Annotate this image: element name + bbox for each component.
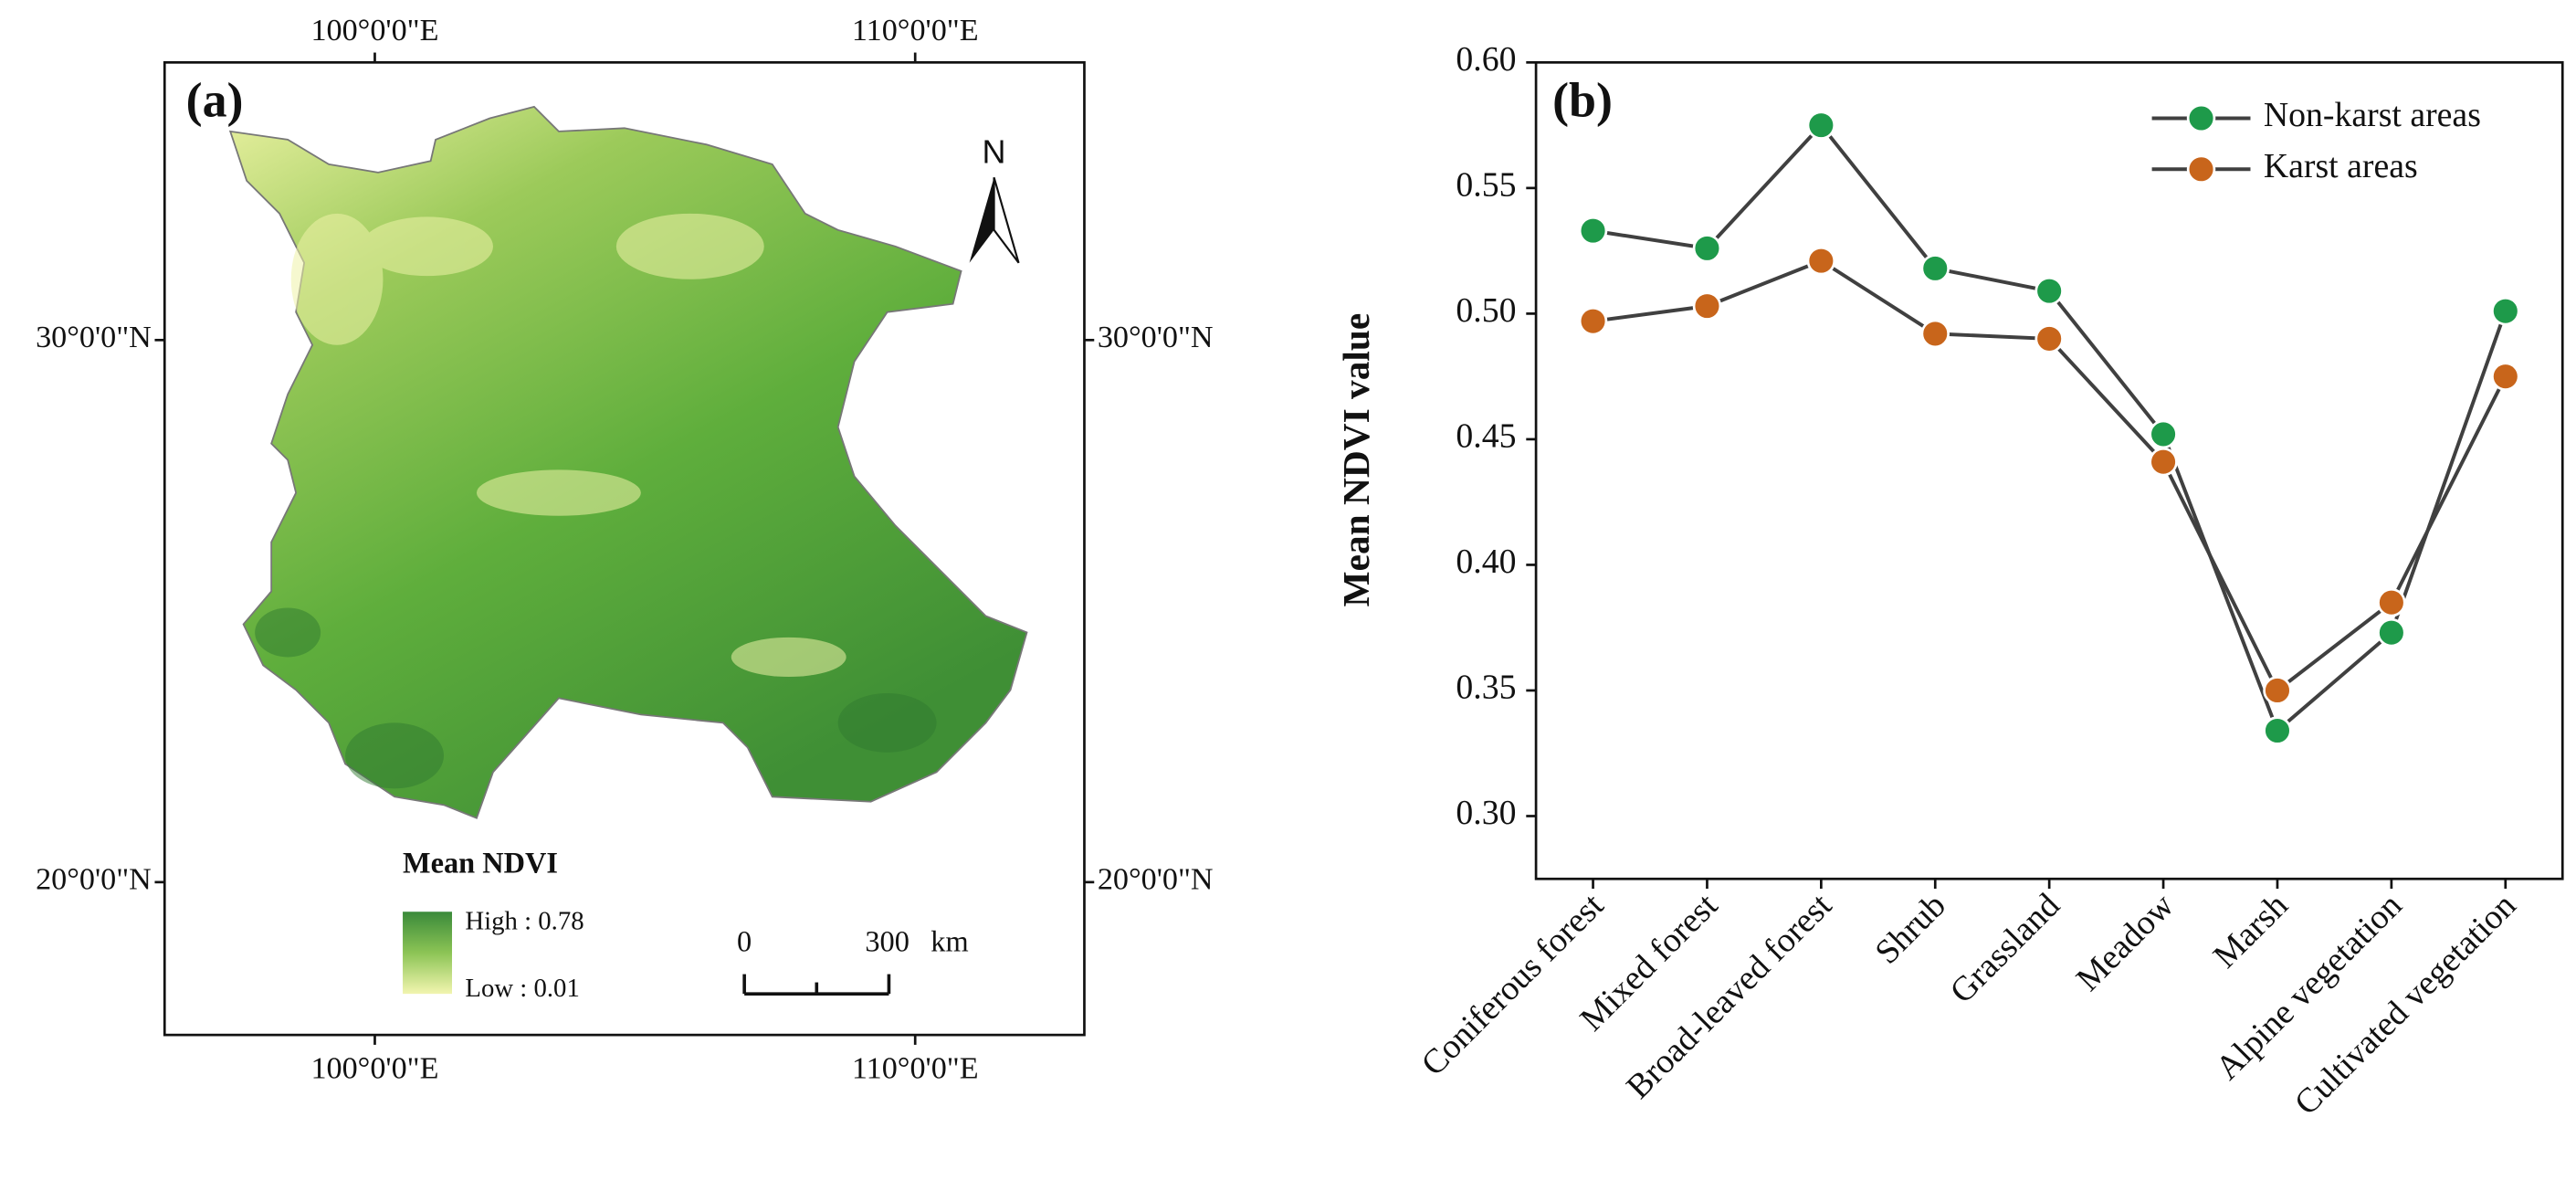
y-tick-label: 0.30: [1456, 794, 1516, 832]
y-axis-label: Mean NDVI value: [1335, 313, 1377, 607]
series-line: [1593, 122, 2508, 734]
lon-label: 110°0'0"E: [852, 14, 979, 47]
lon-label: 110°0'0"E: [852, 1052, 979, 1086]
data-point: [2263, 676, 2292, 705]
x-tick-label: Cultivated vegetation: [2287, 886, 2524, 1122]
x-tick-label: Shrub: [1867, 886, 1953, 972]
data-point: [1578, 306, 1608, 336]
legend-marker: [2186, 103, 2216, 133]
data-point: [2377, 617, 2406, 648]
north-arrow: [969, 177, 994, 263]
scale-end: 300: [865, 926, 909, 959]
data-point: [1920, 254, 1950, 283]
data-point: [1578, 216, 1608, 246]
region-map: [228, 105, 1028, 819]
lat-label: 20°0'0"N: [1098, 863, 1214, 897]
legend-title: Mean NDVI: [403, 847, 558, 880]
legend-high: High : 0.78: [465, 906, 584, 935]
legend-ramp: [403, 912, 453, 995]
data-point: [1806, 111, 1836, 140]
x-tick-label: Meadow: [2069, 886, 2182, 999]
lat-label: 30°0'0"N: [1098, 321, 1214, 354]
data-point: [1806, 246, 1836, 276]
y-tick-label: 0.45: [1456, 417, 1516, 456]
scale-start: 0: [737, 926, 752, 959]
scale-bar: [742, 974, 891, 996]
data-point: [2035, 324, 2064, 353]
map-texture-dark: [255, 607, 937, 789]
map-texture: [290, 213, 846, 678]
x-tick-label: Broad-leaved forest: [1619, 886, 1839, 1106]
north-label: N: [983, 133, 1006, 171]
data-point: [2149, 447, 2178, 477]
data-point: [2491, 362, 2520, 391]
lon-label: 100°0'0"E: [310, 1052, 438, 1086]
scale-unit: km: [931, 926, 968, 959]
panel-label: (b): [1552, 72, 1613, 127]
north-arrow: [993, 176, 1020, 264]
y-tick-label: 0.60: [1456, 40, 1516, 79]
data-point: [2491, 296, 2520, 326]
data-point: [2149, 419, 2178, 449]
x-tick-label: Coniferous forest: [1414, 886, 1611, 1083]
data-point: [1692, 234, 1722, 263]
data-point: [2263, 716, 2292, 745]
legend-marker: [2186, 154, 2216, 184]
data-point: [1920, 319, 1950, 349]
panel-label: (a): [186, 72, 244, 127]
x-tick-label: Marsh: [2206, 886, 2296, 975]
lon-label: 100°0'0"E: [310, 14, 438, 47]
y-tick-label: 0.35: [1456, 669, 1516, 707]
data-point: [1692, 291, 1722, 321]
legend-label: Non-karst areas: [2264, 96, 2481, 134]
map-ticks: [154, 52, 1095, 1045]
lat-label: 30°0'0"N: [36, 321, 152, 354]
data-point: [2377, 587, 2406, 617]
y-tick-label: 0.55: [1456, 166, 1516, 205]
map-frame: [163, 60, 1086, 1037]
data-point: [2035, 276, 2064, 306]
legend-low: Low : 0.01: [465, 974, 579, 1003]
x-tick-label: Grassland: [1942, 886, 2067, 1011]
lat-label: 20°0'0"N: [36, 863, 152, 897]
y-tick-label: 0.40: [1456, 543, 1516, 581]
legend-label: Karst areas: [2264, 147, 2418, 185]
y-tick-label: 0.50: [1456, 291, 1516, 330]
